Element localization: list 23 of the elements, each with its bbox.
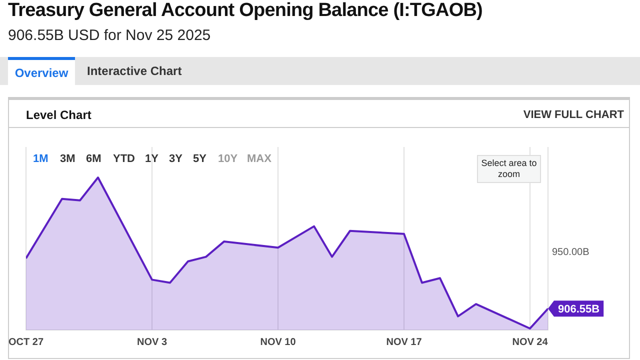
text: Level Chart: [26, 108, 92, 122]
chart-subtitle: 906.55B USD for Nov 25 2025: [8, 27, 211, 44]
annotation: Select area to zoom: [477, 155, 541, 183]
text: VIEW FULL CHART: [523, 109, 624, 121]
text: 1M: [33, 153, 48, 165]
text: 950.00B: [552, 247, 590, 258]
x-tick-label: NOV 10: [260, 336, 296, 348]
text: 10Y: [218, 153, 238, 165]
x-tick-label: OCT 27: [8, 336, 44, 348]
text: 3M: [60, 153, 76, 165]
text: Interactive Chart: [87, 64, 182, 78]
chart-title: Treasury General Account Opening Balance (I:TGAOB): [8, 0, 482, 22]
annotation: 906.55B: [558, 304, 600, 316]
text: 6M: [86, 153, 102, 165]
text: Overview: [8, 57, 75, 85]
text: 5Y: [193, 153, 206, 165]
x-tick-label: NOV 24: [512, 336, 548, 348]
text: MAX: [247, 153, 272, 165]
x-tick-label: NOV 3: [136, 336, 168, 348]
text: 1Y: [145, 153, 158, 165]
text: YTD: [113, 153, 135, 165]
x-tick-label: NOV 17: [386, 336, 422, 348]
text: 3Y: [169, 153, 182, 165]
